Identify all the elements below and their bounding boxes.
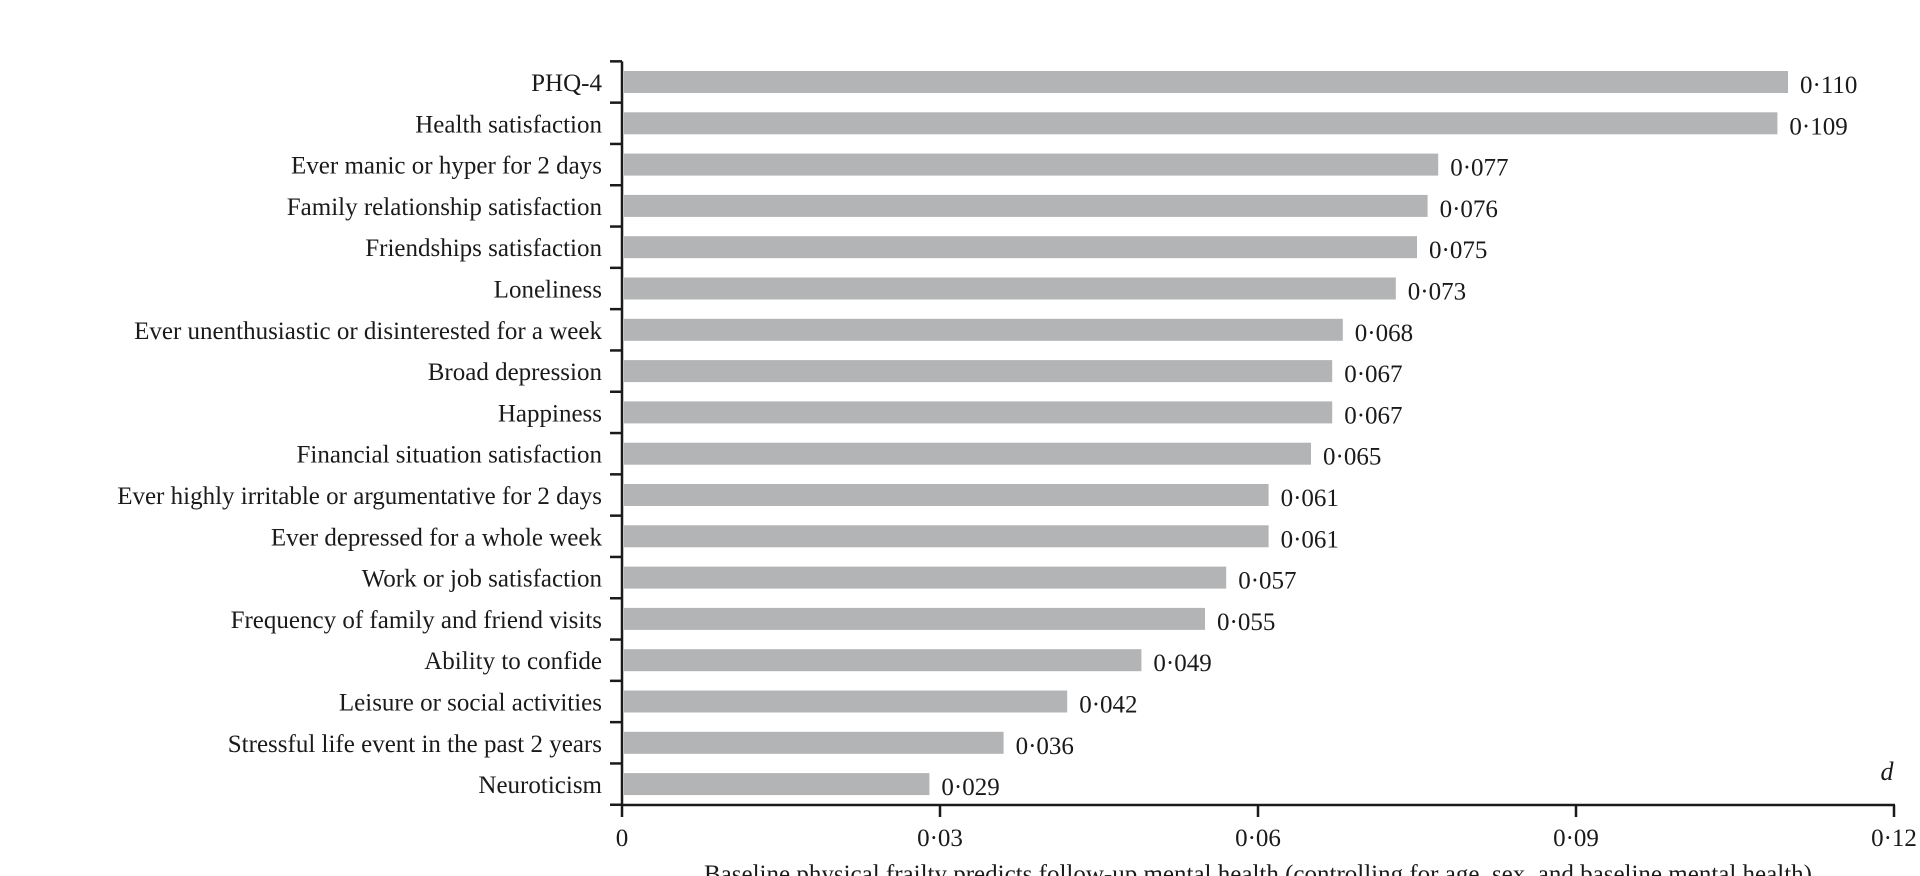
x-tick-label: 0·12 (1871, 825, 1917, 852)
data-label: 0·061 (1281, 526, 1339, 553)
x-axis-ticks: 0 0·03 0·06 0·09 0·12 (616, 805, 1917, 852)
bar (624, 71, 1788, 93)
bars-group: PHQ-4 0·110 Health satisfaction 0·109 Ever m… (117, 70, 1857, 801)
category-label: Stressful life event in the past 2 years (228, 731, 602, 758)
category-label: Frequency of family and friend visits (231, 607, 602, 634)
x-tick-label: 0·09 (1553, 825, 1599, 852)
data-label: 0·061 (1281, 485, 1339, 512)
data-label: 0·055 (1217, 609, 1275, 636)
data-label: 0·077 (1450, 155, 1508, 182)
category-label: Health satisfaction (415, 111, 602, 138)
bar (624, 525, 1269, 548)
x-tick-label: 0 (616, 825, 629, 852)
data-label: 0·029 (941, 774, 999, 801)
category-label: Ability to confide (424, 648, 602, 675)
bar (624, 153, 1439, 176)
bar (624, 360, 1333, 383)
bar (624, 566, 1227, 589)
data-label: 0·075 (1429, 237, 1487, 264)
data-label: 0·073 (1408, 279, 1466, 306)
bar (624, 318, 1343, 341)
bar (624, 401, 1333, 424)
data-label: 0·042 (1079, 692, 1137, 719)
category-label: Family relationship satisfaction (287, 194, 603, 221)
category-label: Work or job satisfaction (362, 566, 603, 593)
data-label: 0·067 (1344, 402, 1402, 429)
data-label: 0·065 (1323, 444, 1381, 471)
category-label: Ever highly irritable or argumentative f… (117, 483, 602, 510)
category-label: Ever depressed for a whole week (271, 524, 603, 551)
data-label: 0·036 (1016, 733, 1074, 760)
category-label: Ever unenthusiastic or disinterested for… (134, 318, 602, 345)
data-label: 0·049 (1153, 650, 1211, 677)
x-axis-title: Baseline physical frailty predicts follo… (704, 861, 1812, 876)
data-label: 0·057 (1238, 568, 1296, 595)
category-label: Leisure or social activities (339, 690, 602, 717)
data-label: 0·068 (1355, 320, 1413, 347)
bar (624, 442, 1311, 465)
category-label: Friendships satisfaction (365, 235, 602, 262)
panel-annotation: d (1881, 757, 1895, 786)
bar (624, 112, 1778, 135)
data-label: 0·067 (1344, 361, 1402, 388)
data-label: 0·076 (1440, 196, 1498, 223)
category-label: Happiness (498, 400, 602, 427)
bar (624, 731, 1004, 754)
data-label: 0·110 (1800, 72, 1857, 99)
category-label: Ever manic or hyper for 2 days (291, 153, 602, 180)
bar (624, 690, 1068, 713)
x-tick-label: 0·06 (1235, 825, 1281, 852)
category-label: PHQ-4 (531, 70, 602, 97)
bar (624, 649, 1142, 672)
category-label: Financial situation satisfaction (297, 442, 603, 469)
bar (624, 236, 1417, 259)
category-label: Neuroticism (478, 772, 602, 799)
category-label: Loneliness (494, 277, 602, 304)
x-tick-label: 0·03 (917, 825, 963, 852)
bar (624, 484, 1269, 506)
bar (624, 607, 1205, 630)
data-label: 0·109 (1789, 113, 1847, 140)
y-axis-ticks (610, 60, 622, 806)
bar (624, 277, 1396, 300)
bar (624, 194, 1428, 217)
bar (624, 773, 930, 796)
category-label: Broad depression (428, 359, 603, 386)
